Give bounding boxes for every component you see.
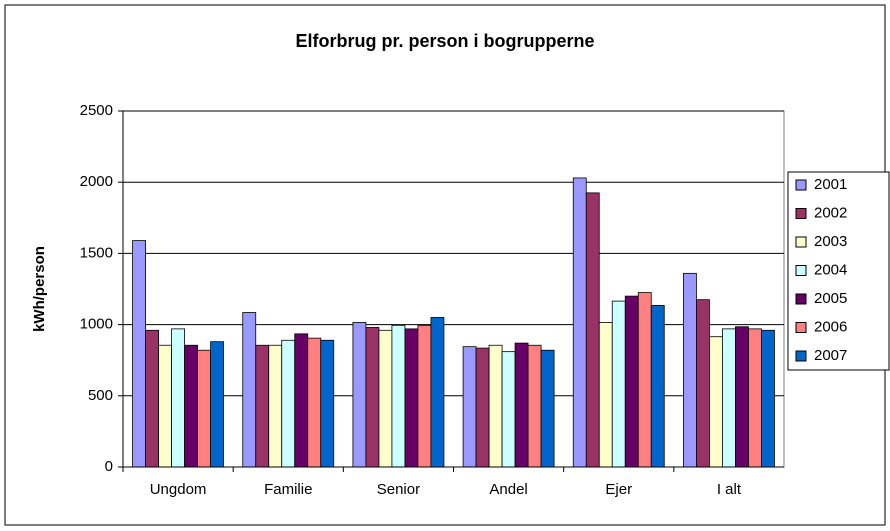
legend-swatch — [795, 293, 807, 305]
bar — [145, 329, 159, 468]
bar — [748, 328, 762, 468]
bar — [430, 317, 445, 468]
bar — [722, 328, 736, 468]
bar — [637, 292, 652, 468]
bar — [572, 177, 587, 468]
y-tick-label: 2000 — [80, 173, 113, 190]
x-tick-label: I alt — [717, 481, 742, 498]
bar — [281, 339, 296, 468]
bar — [683, 272, 697, 468]
bar — [365, 327, 380, 468]
bar — [352, 322, 367, 468]
bar — [527, 344, 542, 468]
legend-label: 2003 — [814, 233, 847, 250]
legend-swatch — [795, 208, 807, 219]
legend-swatch — [795, 236, 807, 248]
bar — [268, 344, 283, 468]
x-tick-label: Senior — [377, 481, 420, 498]
bar — [585, 192, 600, 468]
bar — [197, 349, 211, 468]
bar — [404, 328, 419, 468]
legend-label: 2005 — [814, 290, 847, 307]
bar — [761, 329, 775, 468]
legend-label: 2001 — [814, 176, 847, 193]
bar — [462, 346, 477, 468]
bar — [255, 344, 270, 468]
legend-swatch — [795, 322, 807, 333]
bar — [378, 329, 393, 468]
legend-label: 2004 — [814, 261, 847, 278]
bar — [540, 349, 555, 468]
legend-label: 2002 — [814, 204, 847, 221]
bar — [514, 342, 529, 468]
bar — [611, 300, 626, 468]
legend-swatch — [795, 265, 807, 276]
y-tick-label: 2500 — [80, 102, 113, 119]
bar — [417, 324, 432, 468]
x-tick-label: Andel — [489, 481, 527, 498]
bar — [624, 295, 639, 468]
bar — [307, 337, 322, 468]
y-tick-label: 0 — [105, 458, 113, 475]
bar — [598, 322, 613, 468]
bar — [735, 326, 749, 468]
bar — [650, 304, 665, 468]
bar — [132, 240, 146, 468]
bar — [171, 328, 185, 468]
bar — [242, 312, 257, 468]
bar — [501, 351, 516, 468]
bar — [294, 333, 309, 468]
bar — [391, 324, 406, 468]
bar — [210, 341, 224, 468]
bar — [696, 299, 710, 468]
legend-swatch — [795, 179, 807, 191]
legend-swatch — [795, 350, 807, 362]
bar — [709, 336, 723, 468]
legend-label: 2006 — [814, 318, 847, 335]
legend-label: 2007 — [814, 347, 847, 364]
x-tick-label: Familie — [264, 481, 312, 498]
bar — [158, 344, 172, 468]
bar — [320, 339, 335, 468]
x-tick-label: Ungdom — [150, 481, 207, 498]
chart-title: Elforbrug pr. person i bogrupperne — [295, 31, 594, 51]
bar — [184, 344, 198, 468]
y-axis-label: kWh/person — [31, 246, 48, 332]
bar — [488, 344, 503, 468]
y-tick-label: 1000 — [80, 316, 113, 333]
y-tick-label: 1500 — [80, 244, 113, 261]
x-tick-label: Ejer — [605, 481, 632, 498]
y-tick-label: 500 — [88, 387, 113, 404]
bar — [475, 347, 490, 468]
